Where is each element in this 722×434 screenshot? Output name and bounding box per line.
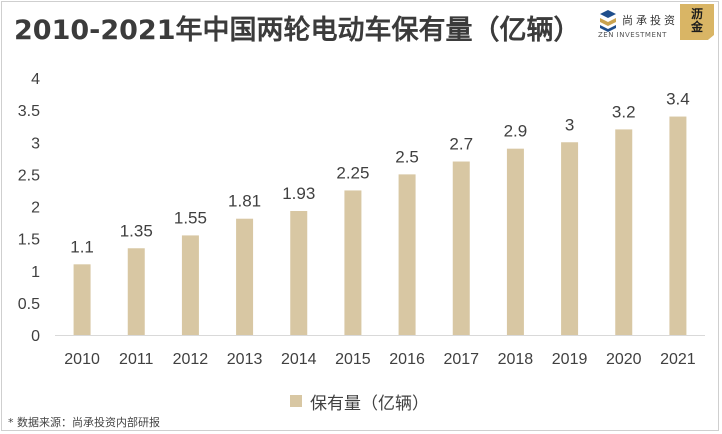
y-tick-label: 0.5	[18, 296, 40, 313]
x-tick-label: 2012	[173, 351, 209, 368]
data-label: 2.25	[336, 163, 369, 182]
y-tick-label: 2	[31, 200, 40, 217]
badge-line-1: 沥	[690, 7, 703, 21]
x-tick-label: 2019	[552, 351, 588, 368]
bar	[236, 218, 254, 335]
bar	[398, 174, 416, 335]
data-label: 1.1	[70, 237, 94, 256]
bar	[506, 148, 524, 335]
badge-line-2: 金	[690, 20, 703, 34]
x-tick-label: 2015	[335, 351, 371, 368]
y-tick-label: 2.5	[18, 167, 40, 184]
data-label: 1.93	[282, 184, 315, 203]
y-tick-label: 1.5	[18, 232, 40, 249]
data-label: 2.7	[449, 135, 473, 154]
chart-title: 2010-2021年中国两轮电动车保有量（亿辆）	[14, 15, 581, 46]
data-label: 1.55	[174, 208, 207, 227]
data-label: 3.4	[666, 90, 690, 109]
x-tick-label: 2020	[606, 351, 642, 368]
y-tick-label: 0	[31, 328, 40, 345]
data-label: 2.9	[504, 122, 528, 141]
legend-swatch	[290, 395, 302, 407]
y-tick-label: 4	[31, 71, 40, 88]
bar	[561, 142, 579, 335]
y-tick-label: 3	[31, 135, 40, 152]
brand-logo: 尚承投资 ZEN INVESTMENT	[598, 6, 676, 46]
x-tick-label: 2016	[389, 351, 425, 368]
data-label: 1.81	[228, 192, 261, 211]
x-tick-label: 2014	[281, 351, 317, 368]
legend: 保有量（亿辆）	[290, 391, 429, 414]
bar	[73, 264, 91, 335]
logo-mark-icon	[600, 10, 616, 32]
x-tick-label: 2018	[498, 351, 534, 368]
bar	[669, 116, 687, 335]
bar	[452, 161, 470, 335]
x-tick-label: 2010	[64, 351, 100, 368]
y-tick-label: 3.5	[18, 103, 40, 120]
legend-label: 保有量（亿辆）	[310, 393, 429, 414]
logo-cn-text: 尚承投资	[622, 14, 678, 27]
data-label: 3	[565, 115, 574, 134]
x-tick-label: 2017	[443, 351, 479, 368]
bar	[181, 235, 199, 335]
x-tick-label: 2013	[227, 351, 263, 368]
source-note: * 数据来源：尚承投资内部研报	[8, 416, 160, 429]
y-tick-label: 1	[31, 264, 40, 281]
data-label: 3.2	[612, 102, 636, 121]
bar	[127, 248, 145, 335]
data-label: 1.35	[120, 221, 153, 240]
bar	[290, 210, 308, 335]
brand-badge: 沥 金	[680, 4, 714, 40]
logo-en-text: ZEN INVESTMENT	[598, 31, 667, 39]
data-label: 2.5	[395, 147, 419, 166]
x-tick-label: 2021	[660, 351, 696, 368]
bar	[615, 129, 633, 335]
x-tick-label: 2011	[119, 351, 154, 368]
bar	[344, 190, 362, 335]
